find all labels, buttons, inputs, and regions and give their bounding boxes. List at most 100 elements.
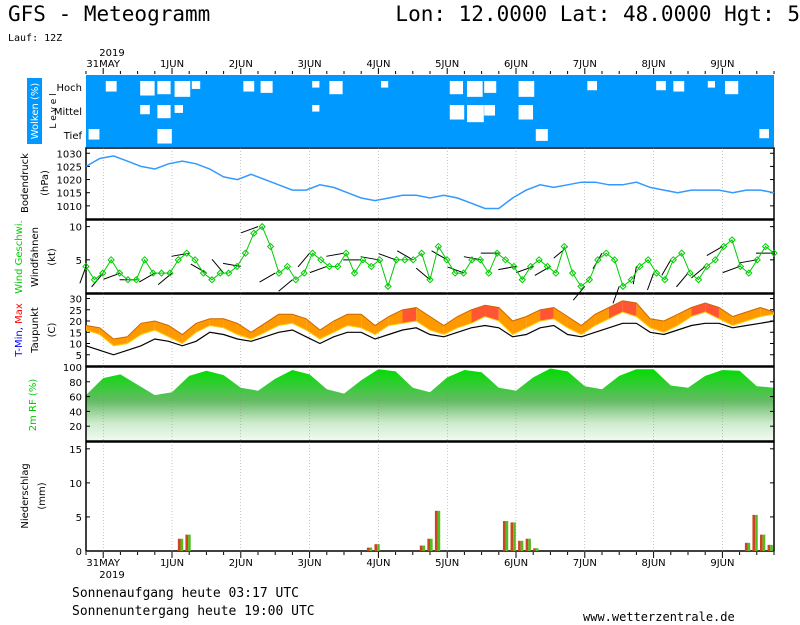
- wind-point: [493, 249, 501, 257]
- temp-range-band: [430, 316, 444, 335]
- wind-barb: [661, 259, 672, 276]
- wind-point: [417, 249, 426, 257]
- wind-barb: [534, 266, 551, 276]
- wind-point: [233, 262, 241, 271]
- y-tick-label-temperature: 5: [76, 351, 82, 362]
- wind-point: [526, 262, 535, 271]
- temp-range-band: [553, 307, 568, 328]
- temp-range-band: [99, 327, 114, 346]
- panel-frame-humidity: [85, 366, 775, 442]
- temp-range-band: [485, 305, 499, 321]
- temp-sublabel: Taupunkt: [30, 307, 41, 354]
- temp-range-band: [677, 307, 692, 326]
- cloud-gap-mittel: [466, 105, 484, 123]
- temp-range-band: [595, 307, 609, 326]
- precip-bar: [767, 544, 771, 551]
- precip-bar: [422, 545, 426, 551]
- wind-sublabel: Windfahnen: [30, 227, 41, 287]
- wind-point: [132, 276, 141, 284]
- day-tick-label-top: 4JUN: [366, 59, 390, 70]
- y-tick-label-temperature: 30: [69, 295, 82, 306]
- wind-point: [208, 276, 216, 284]
- wind-barb: [676, 272, 689, 288]
- wind-point: [308, 249, 317, 257]
- wind-point: [141, 256, 149, 264]
- wind-point: [594, 256, 602, 264]
- wind-point: [476, 256, 485, 264]
- wind-point: [241, 249, 250, 257]
- temp-range-band: [319, 321, 334, 339]
- wind-point: [535, 256, 543, 264]
- wind-point: [107, 256, 115, 264]
- day-tick-label-bottom: 31MAY: [86, 558, 120, 569]
- credit-link[interactable]: www.wetterzentrale.de: [583, 610, 735, 624]
- cloud-gap-hoch: [449, 81, 464, 95]
- wind-point: [619, 282, 627, 291]
- wind-point: [753, 256, 761, 264]
- y-tick-label-temperature: 20: [69, 317, 82, 328]
- wind-point: [317, 256, 325, 264]
- y-tick-label-temperature: 15: [69, 328, 82, 339]
- cloud-gap-hoch: [329, 81, 343, 95]
- wind-barb: [498, 265, 517, 271]
- day-tick-label-top: 31MAY: [86, 59, 120, 70]
- precip-bar: [505, 521, 509, 551]
- temp-range-band: [718, 307, 733, 326]
- y-tick-label-humidity: 100: [63, 363, 82, 374]
- wind-barb: [309, 265, 327, 274]
- cloud-level-label: Mittel: [54, 107, 82, 118]
- day-tick-label-bottom: 3JUN: [298, 558, 322, 569]
- series-line-tmax: [85, 300, 775, 340]
- cloud-gap-hoch: [260, 81, 273, 93]
- wind-point: [501, 256, 510, 264]
- wind-ylabel: Wind Geschwi.: [14, 220, 25, 293]
- temp-range-band: [168, 325, 183, 344]
- precip-bar: [502, 521, 506, 551]
- cloud-gap-hoch: [587, 81, 598, 91]
- cloud-level-sublabel: L e v e l: [49, 93, 59, 128]
- wind-point: [375, 256, 384, 264]
- temp-range-band: [636, 303, 651, 328]
- temp-range-band: [512, 316, 527, 335]
- y-tick-label-temperature: 10: [69, 340, 82, 351]
- temp-range-band: [581, 314, 596, 335]
- location-readout: Lon: 12.0000 Lat: 48.0000 Hgt: 5: [395, 2, 800, 26]
- precip-bar: [533, 548, 536, 551]
- wind-point: [468, 256, 476, 264]
- wind-point: [761, 242, 770, 251]
- temp-range-band: [127, 323, 142, 344]
- temp-range-band: [209, 318, 224, 328]
- temp-range-band: [86, 325, 100, 335]
- wind-point: [409, 256, 417, 264]
- wind-barb: [326, 252, 345, 257]
- wind-point: [451, 269, 459, 277]
- precip-bar: [177, 538, 181, 551]
- temp-range-band: [374, 316, 389, 335]
- wind-point: [258, 222, 266, 231]
- wind-point: [644, 256, 652, 264]
- pressure-ylabel: Bodendruck: [20, 153, 31, 213]
- wind-barb: [190, 263, 207, 274]
- temp-range-band: [663, 314, 678, 333]
- wind-barb: [278, 279, 293, 292]
- precip-bar: [744, 542, 748, 551]
- y-tick-label-humidity: 20: [69, 422, 82, 433]
- wind-barb: [240, 226, 259, 234]
- wind-point: [199, 269, 208, 277]
- y-tick-label-pressure: 1015: [57, 189, 82, 200]
- day-tick-label-top: 8JUN: [642, 59, 666, 70]
- cloud-gap-mittel: [174, 105, 184, 113]
- cloud-gap-hoch: [157, 81, 171, 95]
- cloud-gap-tief: [759, 129, 770, 139]
- temp-range-band: [251, 323, 265, 339]
- wind-point: [367, 262, 375, 271]
- wind-point: [669, 256, 678, 264]
- wind-barb: [396, 250, 414, 261]
- cloud-gap-hoch: [380, 81, 389, 88]
- wind-point: [359, 256, 367, 264]
- cloud-gap-mittel: [449, 105, 465, 120]
- precip-bar: [762, 534, 766, 551]
- cloud-gap-hoch: [174, 81, 191, 97]
- wind-point: [703, 262, 711, 271]
- wind-point: [677, 249, 686, 257]
